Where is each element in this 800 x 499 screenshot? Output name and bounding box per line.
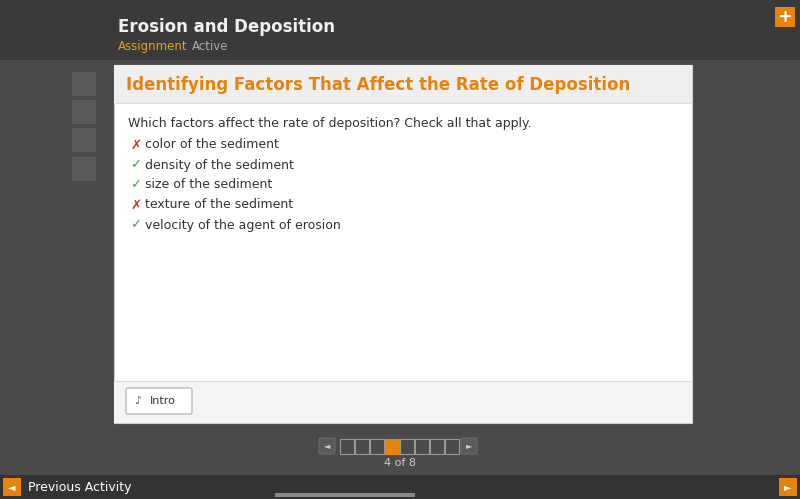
Text: density of the sediment: density of the sediment (145, 159, 294, 172)
Bar (114, 381, 692, 423)
Bar (0, 475, 800, 499)
Text: ►: ► (784, 482, 792, 492)
Bar (72, 128, 96, 152)
Text: velocity of the agent of erosion: velocity of the agent of erosion (145, 219, 341, 232)
Text: ◄: ◄ (8, 482, 16, 492)
Bar (275, 493, 415, 497)
Bar (114, 65, 692, 103)
Bar (0, 430, 800, 475)
Text: ♪: ♪ (134, 396, 142, 406)
FancyBboxPatch shape (385, 439, 398, 454)
Text: Assignment: Assignment (118, 40, 188, 53)
Text: ►: ► (466, 442, 472, 451)
Text: ✓: ✓ (130, 179, 141, 192)
Text: +: + (778, 8, 793, 26)
Bar (775, 7, 795, 27)
Bar (779, 478, 797, 496)
Bar (72, 157, 96, 181)
Text: 4 of 8: 4 of 8 (384, 458, 416, 468)
Text: size of the sediment: size of the sediment (145, 179, 272, 192)
FancyBboxPatch shape (319, 438, 335, 454)
Text: ◄: ◄ (324, 442, 330, 451)
Bar (114, 65, 692, 423)
Bar (0, 0, 800, 60)
Text: Intro: Intro (150, 396, 176, 406)
FancyBboxPatch shape (126, 388, 192, 414)
Text: ✗: ✗ (130, 139, 141, 152)
Text: Previous Activity: Previous Activity (28, 481, 131, 494)
FancyBboxPatch shape (461, 438, 477, 454)
Text: Which factors affect the rate of deposition? Check all that apply.: Which factors affect the rate of deposit… (128, 117, 532, 130)
Text: color of the sediment: color of the sediment (145, 139, 279, 152)
Text: ✗: ✗ (130, 199, 141, 212)
Text: ✓: ✓ (130, 159, 141, 172)
Bar (3, 478, 21, 496)
Text: Identifying Factors That Affect the Rate of Deposition: Identifying Factors That Affect the Rate… (126, 76, 630, 94)
Text: texture of the sediment: texture of the sediment (145, 199, 293, 212)
Text: Active: Active (192, 40, 229, 53)
Text: ✓: ✓ (130, 219, 141, 232)
Text: Erosion and Deposition: Erosion and Deposition (118, 18, 335, 36)
Bar (72, 100, 96, 124)
Bar (72, 72, 96, 96)
